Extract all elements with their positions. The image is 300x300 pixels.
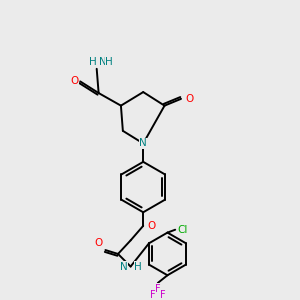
Text: H: H <box>89 57 97 67</box>
Text: O: O <box>70 76 78 86</box>
Text: F: F <box>155 284 161 294</box>
Text: N: N <box>120 262 128 272</box>
Text: O: O <box>186 94 194 104</box>
Text: Cl: Cl <box>177 225 188 235</box>
Text: N: N <box>139 138 147 148</box>
Text: O: O <box>94 238 103 248</box>
Text: H: H <box>105 57 113 67</box>
Text: H: H <box>134 262 142 272</box>
Text: N: N <box>99 57 106 67</box>
Text: O: O <box>147 221 155 231</box>
Text: F: F <box>150 290 156 300</box>
Text: F: F <box>160 290 165 300</box>
